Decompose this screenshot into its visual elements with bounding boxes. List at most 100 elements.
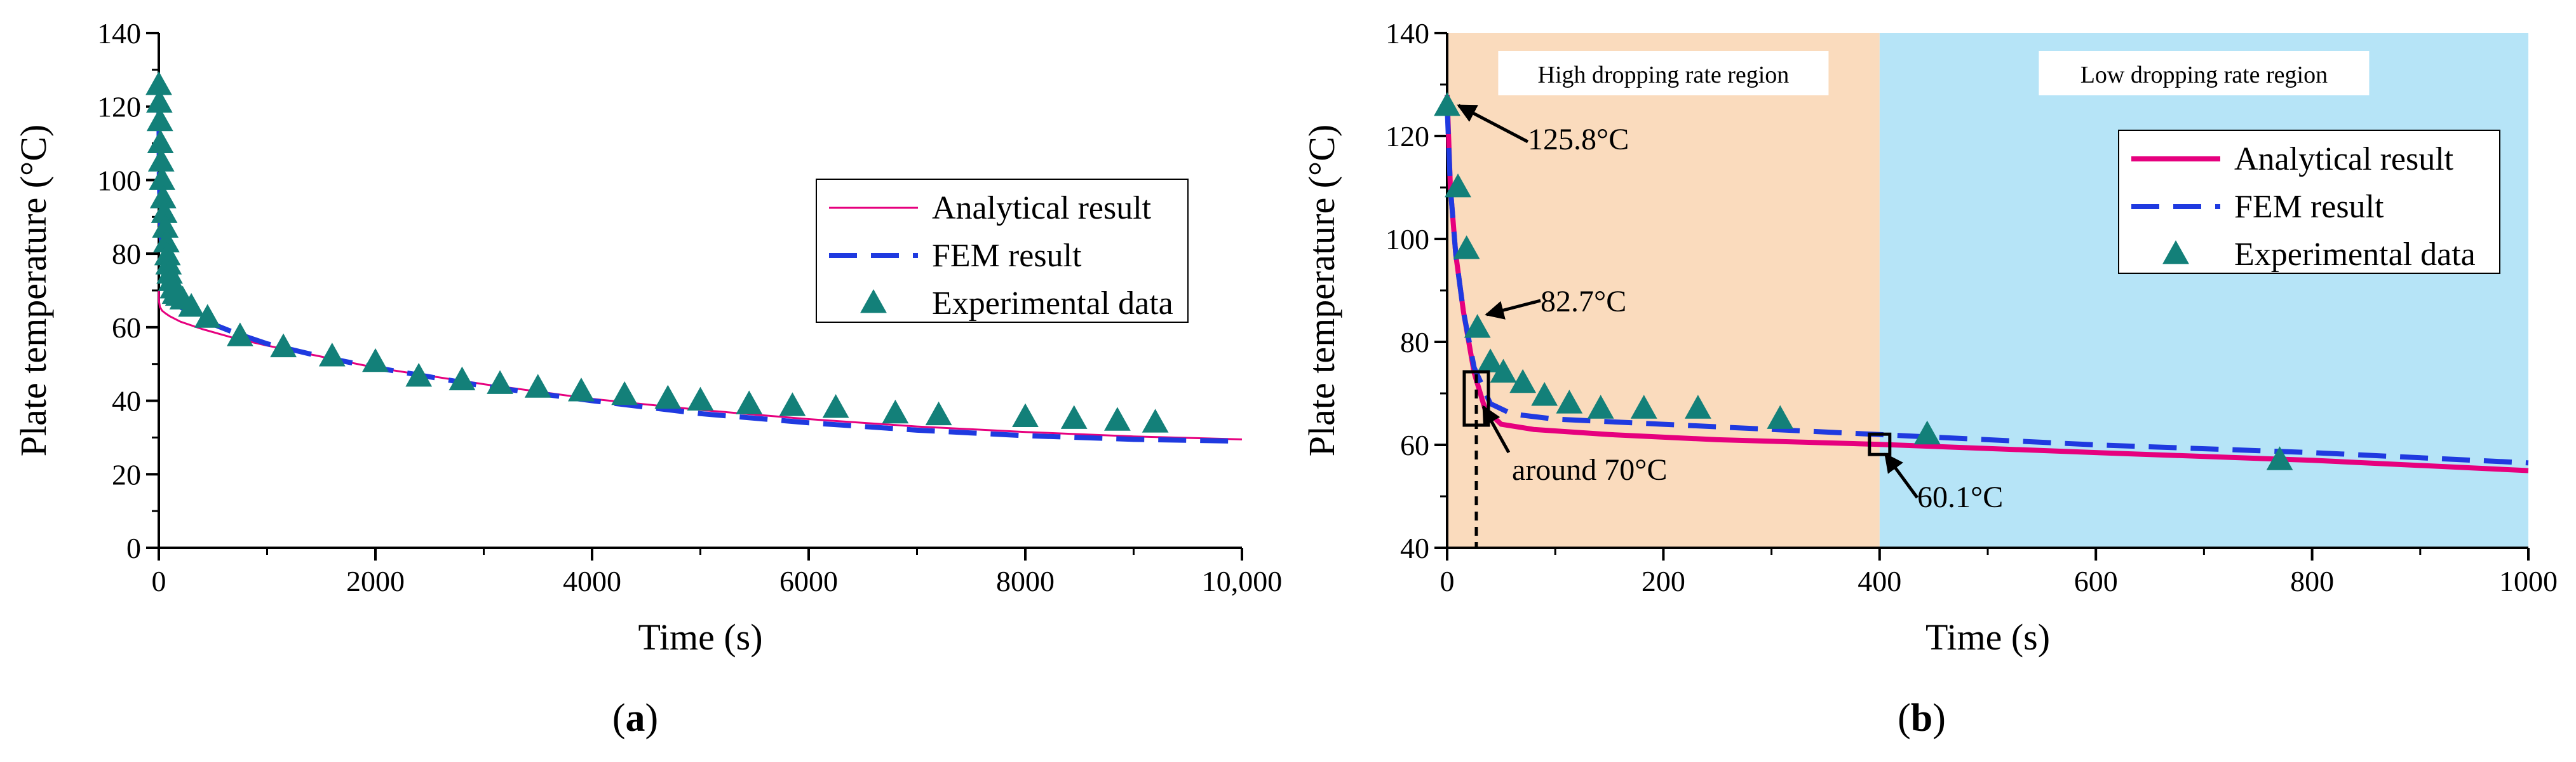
experimental-point [1012,403,1039,428]
annotation-arrow [1457,104,1529,144]
panel-label-part: a [626,697,645,740]
x-tick-label: 400 [1858,565,1901,597]
legend: Analytical result FEM result Experimental … [2118,130,2500,274]
experimental-point [318,343,346,367]
fem-line [1445,105,2529,466]
x-tick-label: 2000 [346,565,405,597]
legend: Analytical result FEM result Experimental … [816,179,1189,323]
y-tick-label: 0 [126,532,141,564]
annotation-label: 125.8°C [1528,123,1629,156]
experimental-point [882,399,909,424]
y-tick-label: 80 [112,238,141,270]
experimental-point [925,401,952,426]
x-tick-label: 200 [1642,565,1685,597]
x-tick-label: 800 [2290,565,2334,597]
experimental-point [1913,420,1941,445]
x-tick-label: 8000 [996,565,1055,597]
y-tick-label: 20 [112,458,141,491]
y-tick-label: 100 [1386,223,1429,255]
x-axis-title: Time (s) [638,616,762,658]
experimental-point [1453,235,1480,259]
experimental-point [1142,409,1169,433]
experimental-point [1767,405,1794,429]
legend-label: FEM result [932,238,1082,274]
experimental-point [1477,348,1504,372]
annotation-arrow [1481,405,1511,454]
experimental-point [147,147,175,172]
experimental-point [1464,314,1491,338]
experimental-point [151,199,178,223]
x-tick-label: 0 [1440,565,1455,597]
x-axis-title: Time (s) [1925,616,2050,658]
x-tick-label: 1000 [2499,565,2558,597]
experimental-point [194,304,221,328]
experimental-point [1630,395,1657,419]
experimental-point [779,392,806,416]
experimental-point [448,366,476,391]
experimental-point [146,107,173,132]
marker-box-70 [1462,370,1490,427]
panel-label-part: ( [612,697,626,740]
experimental-point [147,129,174,153]
panel-label: (b) [1898,697,1946,740]
annotation-label: around 70°C [1512,453,1668,487]
y-axis-title: Plate temperature (°C) [13,125,54,456]
experimental-point [487,370,513,394]
panel-label-part: ( [1898,697,1911,740]
region-label-low: Low dropping rate region [2080,62,2328,88]
y-tick-label: 120 [97,91,141,123]
y-axis-title: Plate temperature (°C) [1301,125,1342,456]
panel-label: (a) [612,697,658,740]
experimental-point [270,333,297,358]
x-tick-label: 600 [2074,565,2118,597]
experimental-point [149,166,176,190]
region-low [1879,33,2528,548]
experimental-point [687,386,714,411]
experimental-point [822,394,849,418]
x-tick-label: 6000 [779,565,838,597]
experimental-point [654,384,682,409]
y-tick-label: 80 [1400,326,1429,358]
experimental-point [2266,446,2293,470]
legend-swatch-experimental [2162,240,2189,264]
experimental-point [1587,395,1614,419]
legend-label: Analytical result [2234,141,2454,177]
panel-label-part: ) [1932,697,1946,740]
legend-label: FEM result [2234,189,2384,225]
experimental-point [1556,390,1583,414]
y-tick-label: 120 [1386,120,1429,153]
chart-b: High dropping rate region Low dropping ra… [1301,17,2558,740]
y-tick-label: 140 [1386,17,1429,50]
region-label-backing [2039,51,2370,95]
experimental-point [736,390,763,414]
experimental-point [611,381,638,405]
annotation-arrow [1884,452,1919,499]
experimental-point [1490,358,1517,383]
experimental-point [145,88,173,113]
y-tick-label: 140 [97,17,141,50]
experimental-point [1434,92,1460,116]
legend-label: Experimental data [932,285,1173,322]
experimental-point [153,228,180,253]
experimental-point [568,378,595,402]
y-tick-label: 100 [97,164,141,196]
experimental-point [1104,407,1131,431]
experimental-point [152,214,179,238]
panel-label-part: ) [645,697,659,740]
chart-a: 0 2000 4000 6000 8000 10,000 0 20 40 60 80 100 120 14… [13,17,1282,740]
experimental-point [524,374,551,398]
experimental-point [405,362,433,387]
y-tick-label: 40 [1400,532,1429,564]
y-tick-label: 60 [1400,429,1429,461]
experimental-point [1445,173,1471,198]
x-tick-label: 4000 [563,565,621,597]
legend-label: Experimental data [2234,236,2476,273]
region-label-backing [1498,51,1829,95]
x-tick-label: 0 [152,565,166,597]
experimental-point [1509,369,1537,393]
region-high [1447,33,1880,548]
experimental-point [226,322,253,346]
legend-label: Analytical result [932,190,1152,226]
experimental-point [145,71,172,95]
